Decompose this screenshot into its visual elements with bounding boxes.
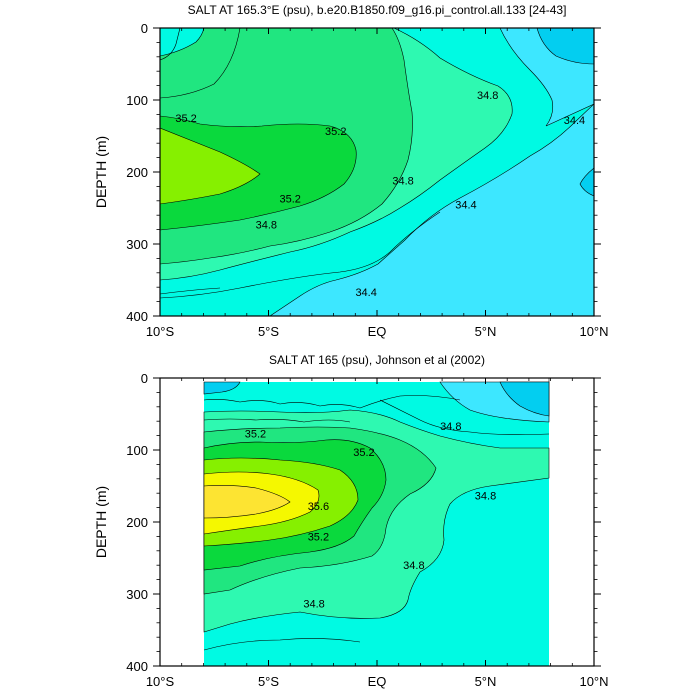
contour-label: 34.8 <box>440 421 461 433</box>
contour-labels-bottom: 35.2 35.2 35.6 35.2 34.8 34.8 34.8 34.8 <box>245 421 496 610</box>
contour-line <box>203 638 361 651</box>
contour-line <box>379 399 550 435</box>
contour-line <box>160 28 181 61</box>
band-lt-34-4-small <box>579 167 594 197</box>
x-tick-label: 10°S <box>146 674 175 689</box>
panel-model: SALT AT 165.3°E (psu), b.e20.B1850.f09_g… <box>93 3 609 339</box>
contour-label: 35.2 <box>245 428 266 440</box>
x-tick-label: 10°N <box>579 324 608 339</box>
x-tick-label: 5°S <box>258 324 279 339</box>
salinity-field <box>160 378 594 666</box>
contour-line <box>160 211 441 299</box>
y-tick-label: 300 <box>126 587 148 602</box>
contour-label: 34.8 <box>477 90 498 102</box>
contour-label: 35.2 <box>279 194 300 206</box>
contour-label: 35.2 <box>325 126 346 138</box>
y-tick-label: 400 <box>126 309 148 324</box>
x-tick-label: EQ <box>368 674 387 689</box>
y-ticks-top: 0 100 200 300 400 <box>126 21 601 324</box>
band-34-4-deep <box>269 103 594 316</box>
contour-line <box>160 287 221 295</box>
salinity-field <box>160 28 594 316</box>
contour-label: 34.8 <box>392 176 413 188</box>
y-tick-label: 200 <box>126 165 148 180</box>
y-tick-label: 0 <box>141 371 148 386</box>
y-tick-label: 100 <box>126 443 148 458</box>
y-tick-label: 300 <box>126 237 148 252</box>
contour-label: 35.2 <box>308 531 329 543</box>
x-tick-label: EQ <box>368 324 387 339</box>
y-tick-label: 400 <box>126 659 148 674</box>
contour-label: 35.6 <box>308 501 329 513</box>
band-35-4 <box>160 127 261 205</box>
contour-label: 34.8 <box>475 490 496 502</box>
x-tick-label: 10°N <box>579 674 608 689</box>
contour-label: 34.4 <box>355 287 376 299</box>
contour-line <box>203 418 351 423</box>
x-tick-label: 5°N <box>475 674 497 689</box>
y-axis-label: DEPTH (m) <box>93 136 109 208</box>
band-lt-34-4-left <box>203 381 241 395</box>
x-ticks-top: 10°S 5°S EQ 5°N 10°N <box>146 28 609 339</box>
contour-labels-top: 35.2 35.2 35.2 34.8 34.8 34.8 34.4 34.4 34.4 <box>175 90 585 299</box>
x-ticks-bottom: 10°S 5°S EQ 5°N 10°N <box>146 378 609 689</box>
contour-label: 35.2 <box>353 447 374 459</box>
band-lt-34-4 <box>499 381 550 417</box>
contour-label: 34.8 <box>403 560 424 572</box>
contour-label: 34.8 <box>256 220 277 232</box>
contour-label: 34.4 <box>455 199 476 211</box>
panel-observations: SALT AT 165 (psu), Johnson et al (2002) … <box>93 353 609 689</box>
contour-label: 34.4 <box>564 115 585 127</box>
contour-line <box>203 395 461 409</box>
y-tick-label: 200 <box>126 515 148 530</box>
band-lt-34-4 <box>536 28 594 65</box>
panel-title: SALT AT 165 (psu), Johnson et al (2002) <box>269 353 485 367</box>
x-tick-label: 5°N <box>475 324 497 339</box>
x-tick-label: 10°S <box>146 324 175 339</box>
panel-title: SALT AT 165.3°E (psu), b.e20.B1850.f09_g… <box>188 3 567 17</box>
contour-label: 34.8 <box>303 598 324 610</box>
y-ticks-bottom: 0 100 200 300 400 <box>126 371 601 674</box>
y-axis-label: DEPTH (m) <box>93 486 109 558</box>
contour-label: 35.2 <box>175 113 196 125</box>
contour-line <box>160 28 241 99</box>
y-tick-label: 100 <box>126 93 148 108</box>
band-35-8 <box>203 485 291 519</box>
x-tick-label: 5°S <box>258 674 279 689</box>
y-tick-label: 0 <box>141 21 148 36</box>
